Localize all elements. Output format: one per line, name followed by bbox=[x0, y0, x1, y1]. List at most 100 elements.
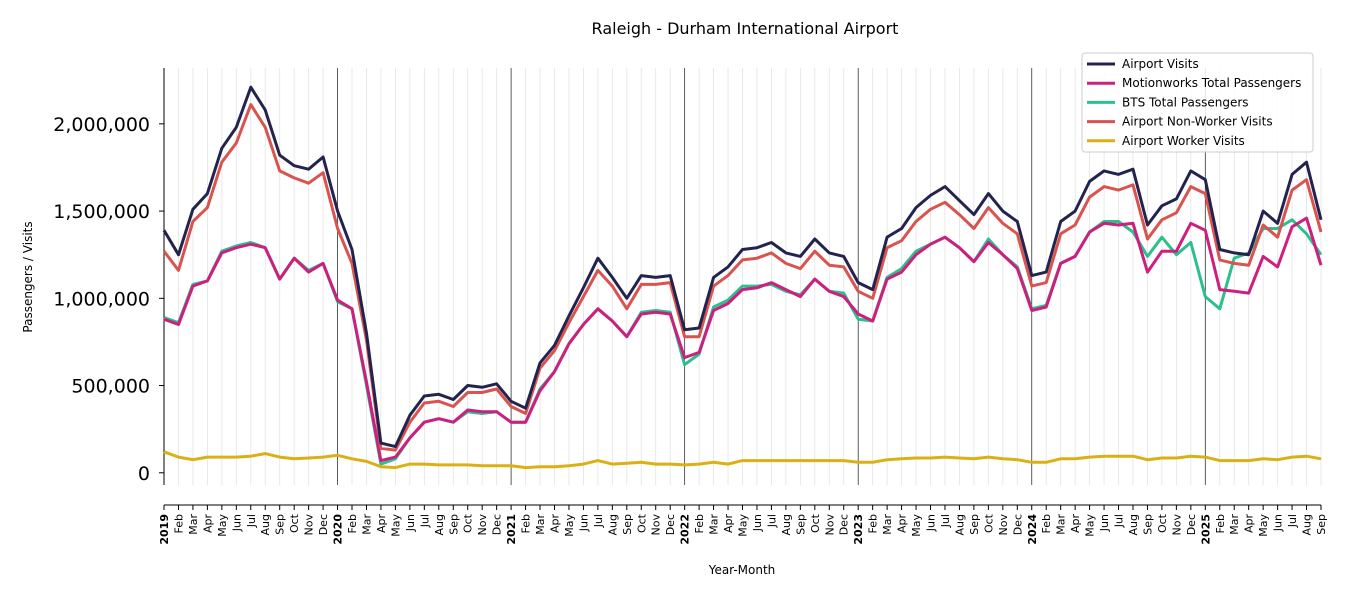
x-tick-label: 2019 bbox=[158, 514, 171, 545]
x-tick-label: Jun bbox=[1098, 514, 1111, 532]
x-axis: 2019 Feb Mar Apr May Jun Jul Aug Sep Oct Nov Dec 202… bbox=[158, 504, 1328, 545]
series-line-airport-worker-visits bbox=[163, 450, 1322, 470]
y-tick-label: 0 bbox=[138, 463, 150, 485]
x-tick-label: Feb bbox=[172, 514, 185, 533]
x-tick-label: Oct bbox=[982, 513, 995, 533]
y-tick-label: 1,000,000 bbox=[53, 288, 150, 310]
x-tick-label: Nov bbox=[823, 514, 836, 536]
x-tick-label: Jul bbox=[418, 514, 431, 528]
legend-label: Airport Visits bbox=[1122, 57, 1199, 71]
x-tick-label: Oct bbox=[809, 513, 822, 533]
x-tick-label: Aug bbox=[780, 514, 793, 535]
x-tick-label: Dec bbox=[1011, 514, 1024, 535]
x-tick-label: Nov bbox=[1170, 514, 1183, 536]
x-tick-label: Jul bbox=[1113, 514, 1126, 528]
x-tick-label: Mar bbox=[1055, 514, 1068, 535]
x-tick-label: Sep bbox=[447, 514, 460, 535]
x-tick-label: May bbox=[563, 514, 576, 537]
x-tick-label: Dec bbox=[838, 514, 851, 535]
x-tick-label: Aug bbox=[433, 514, 446, 535]
x-tick-label: Mar bbox=[534, 514, 547, 535]
gridlines bbox=[163, 68, 1322, 485]
x-tick-label: Oct bbox=[635, 513, 648, 533]
x-tick-label: Nov bbox=[476, 514, 489, 536]
y-tick-label: 2,000,000 bbox=[53, 114, 150, 136]
x-tick-label: Sep bbox=[794, 514, 807, 535]
legend-label: Airport Worker Visits bbox=[1122, 134, 1245, 148]
x-tick-label: Apr bbox=[896, 514, 909, 534]
x-tick-label: Jun bbox=[1272, 514, 1285, 532]
x-tick-label: 2021 bbox=[505, 514, 518, 545]
x-tick-label: Dec bbox=[1185, 514, 1198, 535]
x-tick-label: 2025 bbox=[1199, 514, 1212, 545]
y-tick-label: 1,500,000 bbox=[53, 201, 150, 223]
legend-label: BTS Total Passengers bbox=[1122, 95, 1249, 109]
series-line-airport-non-worker-visits bbox=[162, 103, 1323, 452]
x-tick-label: Feb bbox=[1214, 514, 1227, 533]
x-tick-label: Oct bbox=[1156, 513, 1169, 533]
x-tick-label: Feb bbox=[1040, 514, 1053, 533]
legend: Airport Visits Motionworks Total Passenge… bbox=[1081, 52, 1314, 153]
x-tick-label: Nov bbox=[303, 514, 316, 536]
x-tick-label: 2020 bbox=[332, 514, 345, 545]
x-tick-label: Nov bbox=[650, 514, 663, 536]
x-tick-label: 2023 bbox=[852, 514, 865, 545]
y-tick-label: 500,000 bbox=[71, 376, 150, 398]
x-tick-label: Sep bbox=[621, 514, 634, 535]
x-tick-label: Sep bbox=[1315, 514, 1328, 535]
x-tick-label: May bbox=[389, 514, 402, 537]
x-tick-label: May bbox=[1257, 514, 1270, 537]
x-tick-label: Nov bbox=[997, 514, 1010, 536]
x-tick-label: Jul bbox=[939, 514, 952, 528]
x-tick-label: Jul bbox=[1286, 514, 1299, 528]
series-line-motionworks-total-passengers bbox=[163, 216, 1323, 463]
x-tick-label: Jun bbox=[577, 514, 590, 532]
x-tick-label: Aug bbox=[953, 514, 966, 535]
x-tick-label: Jun bbox=[230, 514, 243, 532]
x-tick-label: Feb bbox=[520, 514, 533, 533]
x-tick-label: Aug bbox=[259, 514, 272, 535]
x-tick-label: Aug bbox=[606, 514, 619, 535]
x-tick-label: Dec bbox=[664, 514, 677, 535]
x-tick-label: Mar bbox=[187, 514, 200, 535]
x-tick-label: Apr bbox=[1069, 514, 1082, 534]
x-tick-label: Jul bbox=[245, 514, 258, 528]
x-tick-label: Sep bbox=[274, 514, 287, 535]
x-tick-label: Apr bbox=[201, 514, 214, 534]
x-tick-label: May bbox=[910, 514, 923, 537]
legend-label: Airport Non-Worker Visits bbox=[1122, 115, 1273, 129]
chart-title: Raleigh - Durham International Airport bbox=[592, 19, 899, 38]
x-tick-label: Dec bbox=[317, 514, 330, 535]
x-tick-label: Mar bbox=[360, 514, 373, 535]
x-tick-label: May bbox=[737, 514, 750, 537]
x-tick-label: Apr bbox=[548, 514, 561, 534]
x-tick-label: Feb bbox=[693, 514, 706, 533]
x-tick-label: May bbox=[216, 514, 229, 537]
series-lines bbox=[162, 85, 1323, 470]
x-tick-label: Apr bbox=[375, 514, 388, 534]
x-tick-label: Apr bbox=[1243, 514, 1256, 534]
x-tick-label: Jul bbox=[592, 514, 605, 528]
x-tick-label: Feb bbox=[346, 514, 359, 533]
x-tick-label: Mar bbox=[881, 514, 894, 535]
x-tick-label: Sep bbox=[968, 514, 981, 535]
x-axis-label: Year-Month bbox=[708, 563, 776, 577]
x-tick-label: Aug bbox=[1127, 514, 1140, 535]
legend-label: Motionworks Total Passengers bbox=[1122, 76, 1301, 90]
x-tick-label: Feb bbox=[867, 514, 880, 533]
x-tick-label: Oct bbox=[288, 513, 301, 533]
x-tick-label: Aug bbox=[1301, 514, 1314, 535]
x-tick-label: Dec bbox=[491, 514, 504, 535]
x-tick-label: Jun bbox=[404, 514, 417, 532]
x-tick-label: May bbox=[1084, 514, 1097, 537]
x-tick-label: Oct bbox=[462, 513, 475, 533]
x-tick-label: 2022 bbox=[679, 514, 692, 545]
x-tick-label: Sep bbox=[1141, 514, 1154, 535]
series-line-airport-visits bbox=[162, 85, 1323, 449]
x-tick-label: 2024 bbox=[1026, 514, 1039, 545]
x-tick-label: Jun bbox=[751, 514, 764, 532]
x-tick-label: Apr bbox=[722, 514, 735, 534]
x-tick-label: Jun bbox=[925, 514, 938, 532]
x-tick-label: Mar bbox=[1228, 514, 1241, 535]
